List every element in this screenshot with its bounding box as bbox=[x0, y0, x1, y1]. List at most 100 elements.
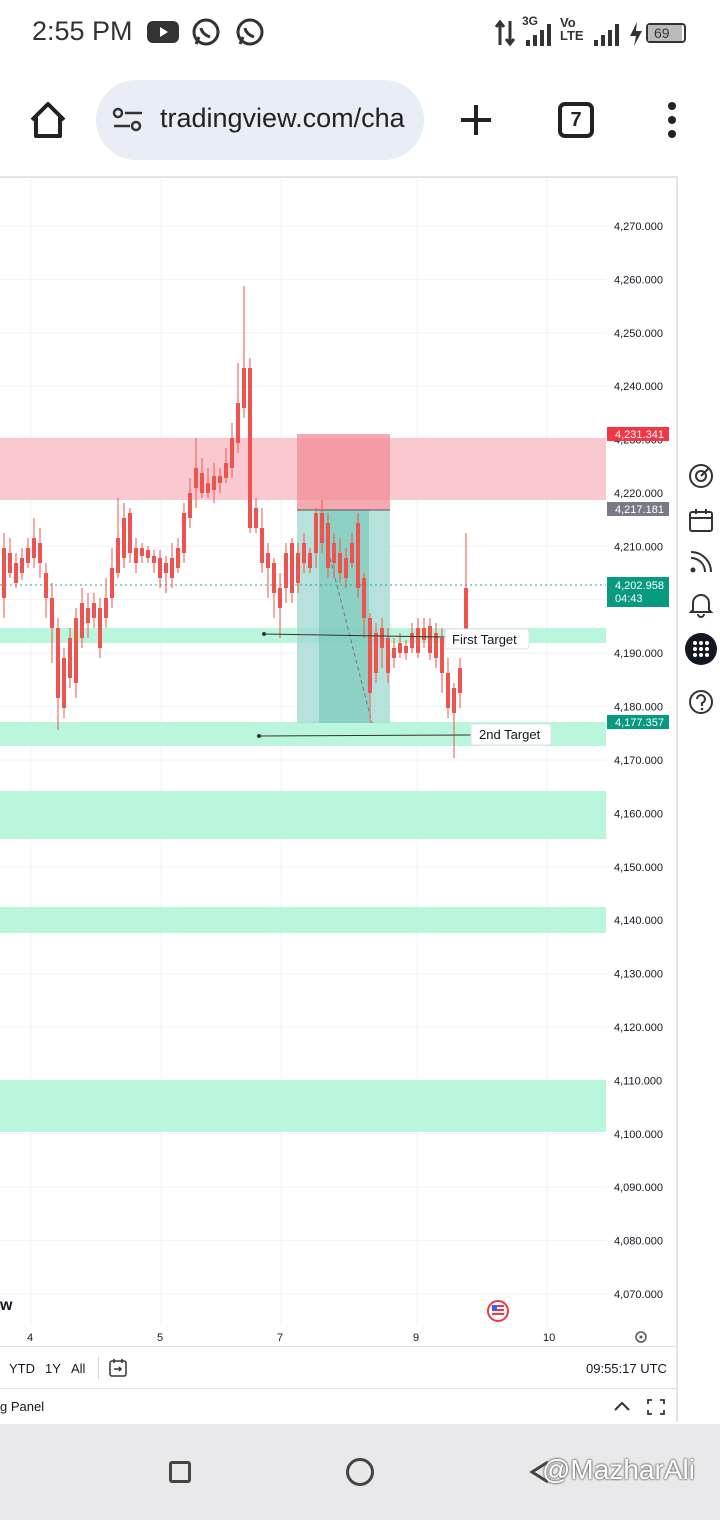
site-settings-icon[interactable] bbox=[112, 106, 144, 134]
candle-body bbox=[62, 658, 66, 708]
recent-apps-button[interactable] bbox=[169, 1461, 191, 1483]
price-tick-label: 4,150.000 bbox=[614, 862, 663, 874]
second-target-line[interactable] bbox=[258, 734, 473, 737]
candle-body bbox=[104, 598, 108, 618]
calendar-icon[interactable] bbox=[687, 506, 715, 534]
position-stop-area[interactable] bbox=[297, 434, 390, 510]
price-tick-label: 4,190.000 bbox=[614, 648, 663, 660]
second-target-anchor[interactable] bbox=[257, 734, 261, 738]
candle-body bbox=[416, 628, 420, 653]
range-all-button[interactable]: All bbox=[71, 1361, 86, 1376]
status-bar: 2:55 PM 3G Vo LTE 69 bbox=[0, 0, 720, 66]
candle-body bbox=[122, 518, 126, 558]
battery-level: 69 bbox=[654, 25, 670, 41]
volte-label: Vo LTE bbox=[560, 15, 584, 43]
broadcast-icon[interactable] bbox=[687, 548, 715, 576]
price-tick-label: 4,080.000 bbox=[614, 1236, 663, 1248]
maximize-panel-icon[interactable] bbox=[646, 1397, 666, 1417]
first-target-label-box[interactable] bbox=[444, 628, 530, 650]
price-tick-label: 4,090.000 bbox=[614, 1182, 663, 1194]
home-nav-button[interactable] bbox=[346, 1458, 374, 1486]
candle-body bbox=[128, 513, 132, 553]
candle-body bbox=[194, 468, 198, 488]
utc-clock[interactable]: 09:55:17 UTC bbox=[586, 1361, 667, 1376]
stop-price-badge bbox=[607, 427, 669, 441]
candle-body bbox=[392, 648, 396, 658]
candle-body bbox=[410, 633, 414, 648]
status-time: 2:55 PM bbox=[32, 16, 133, 46]
candle-body bbox=[434, 633, 438, 658]
candle-body bbox=[338, 553, 342, 573]
address-bar[interactable]: tradingview.com/cha bbox=[96, 80, 424, 160]
candle-body bbox=[218, 476, 222, 483]
back-nav-icon[interactable] bbox=[526, 1458, 552, 1486]
second-target-label[interactable]: 2nd Target bbox=[479, 727, 541, 742]
tab-switcher-button[interactable]: 7 bbox=[558, 102, 594, 138]
data-transfer-icon bbox=[494, 19, 516, 47]
price-tick-label: 4,270.000 bbox=[614, 221, 663, 233]
battery-icon: 69 bbox=[646, 23, 686, 43]
signal-icon-2 bbox=[594, 24, 619, 46]
candle-body bbox=[116, 538, 120, 573]
candle-body bbox=[380, 628, 384, 648]
us-event-flag-icon[interactable] bbox=[487, 1300, 509, 1322]
price-tick-label: 4,160.000 bbox=[614, 808, 663, 820]
candle-body bbox=[146, 550, 150, 558]
new-tab-icon[interactable] bbox=[458, 102, 494, 138]
price-chart[interactable]: First Target 2nd Target 4,270.000 4,260.0… bbox=[0, 178, 676, 1348]
first-target-anchor[interactable] bbox=[262, 632, 266, 636]
help-icon[interactable] bbox=[687, 688, 715, 716]
candle-body bbox=[182, 513, 186, 553]
candle-body bbox=[344, 558, 348, 578]
range-ytd-button[interactable]: YTD bbox=[9, 1361, 35, 1376]
candle-body bbox=[170, 558, 174, 578]
bell-icon[interactable] bbox=[687, 590, 715, 618]
go-to-date-icon[interactable] bbox=[108, 1358, 128, 1378]
candle-body bbox=[356, 523, 360, 588]
candle-body bbox=[254, 508, 258, 528]
price-tick-label: 4,220.000 bbox=[614, 488, 663, 500]
candle-body bbox=[314, 513, 318, 553]
candle-body bbox=[374, 633, 378, 673]
chart-canvas[interactable]: First Target 2nd Target 4,270.000 4,260.0… bbox=[0, 176, 676, 1346]
candle-body bbox=[98, 608, 102, 648]
candle-body bbox=[386, 638, 390, 673]
candle-body bbox=[362, 578, 366, 618]
candle-body bbox=[452, 688, 456, 713]
demand-zone-5 bbox=[0, 1080, 606, 1132]
target-price-text: 4,177.357 bbox=[615, 717, 664, 729]
entry-price-badge bbox=[607, 502, 669, 516]
current-price-text: 4,202.958 bbox=[615, 580, 664, 592]
price-tick-label: 4,130.000 bbox=[614, 969, 663, 981]
candle-body bbox=[260, 528, 264, 563]
bottom-toolbar: YTD 1Y All 09:55:17 UTC bbox=[0, 1346, 676, 1388]
price-tick-label: 4,140.000 bbox=[614, 915, 663, 927]
url-text[interactable]: tradingview.com/cha bbox=[160, 103, 405, 133]
candle-body bbox=[284, 553, 288, 588]
target-icon[interactable] bbox=[687, 462, 715, 490]
candle-body bbox=[86, 608, 90, 623]
range-1y-button[interactable]: 1Y bbox=[45, 1361, 61, 1376]
trading-panel-bar[interactable]: g Panel bbox=[0, 1388, 676, 1422]
price-tick-label: 4,240.000 bbox=[614, 381, 663, 393]
candle-body bbox=[212, 476, 216, 490]
toolbar-divider bbox=[98, 1357, 99, 1379]
price-tick-label: 4,120.000 bbox=[614, 1022, 663, 1034]
first-target-label[interactable]: First Target bbox=[452, 632, 517, 647]
second-target-label-box[interactable] bbox=[470, 723, 552, 746]
youtube-icon bbox=[147, 21, 179, 43]
grid-apps-icon[interactable] bbox=[684, 632, 718, 666]
chevron-up-icon[interactable] bbox=[612, 1398, 632, 1414]
first-target-line[interactable] bbox=[263, 633, 446, 638]
home-icon[interactable] bbox=[28, 100, 68, 140]
axis-settings-icon[interactable] bbox=[635, 1331, 647, 1343]
current-price-badge bbox=[607, 577, 669, 607]
candle-body bbox=[80, 603, 84, 638]
candle-body bbox=[152, 556, 156, 563]
candle-body bbox=[230, 438, 234, 468]
candle-body bbox=[368, 618, 372, 693]
tradingview-logo-fragment: w bbox=[0, 1297, 13, 1314]
trading-panel-label[interactable]: g Panel bbox=[0, 1399, 45, 1414]
more-menu-icon[interactable] bbox=[662, 100, 682, 140]
candle-body bbox=[38, 543, 42, 563]
